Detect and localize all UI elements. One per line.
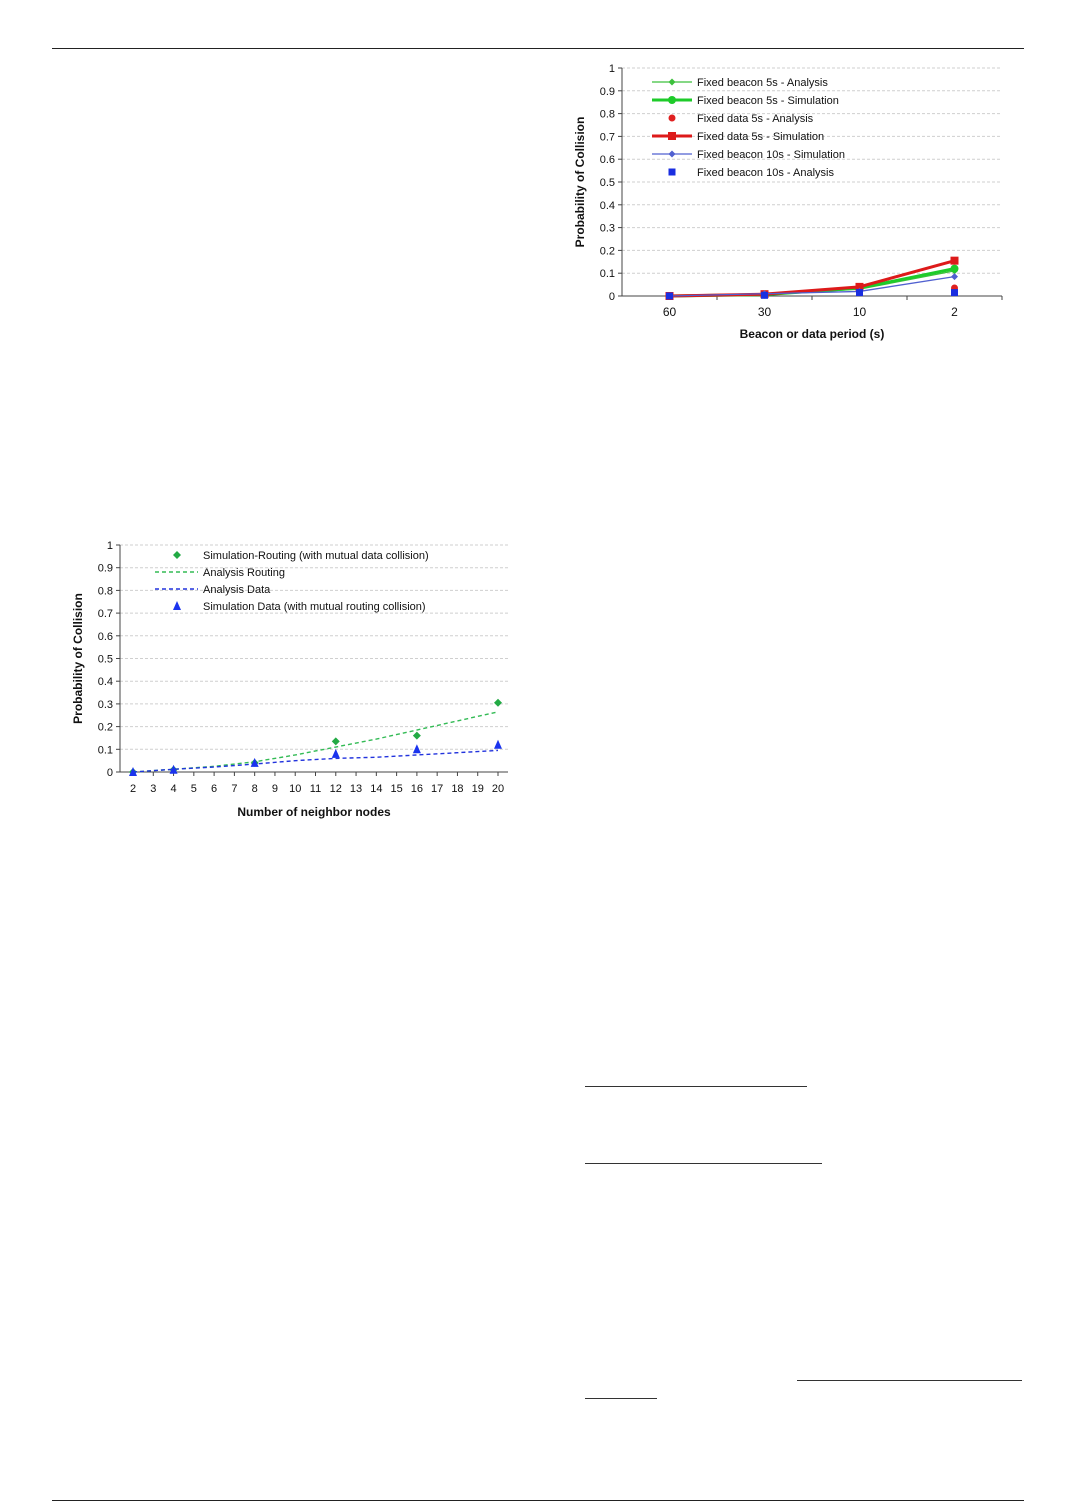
- chart2-xtick-label: 6: [211, 783, 217, 795]
- chart1-xtick-label: 10: [853, 305, 867, 319]
- chart2-xtick-label: 7: [231, 783, 237, 795]
- chart2-xtick-label: 14: [370, 783, 382, 795]
- chart1-xlabel: Beacon or data period (s): [740, 327, 885, 341]
- chart2-xtick-label: 12: [330, 783, 342, 795]
- chart1-ytick-label: 0.1: [600, 268, 615, 280]
- chart2-ytick-label: 1: [107, 540, 113, 552]
- chart1-data-point: [666, 292, 673, 300]
- chart-collision-vs-neighbors: 0 0.1 0.2 0.3 0.4 0.5 0.6 0.7 0.8 0.9 1 Probability…: [60, 535, 520, 835]
- chart1-series-line: [669, 275, 955, 297]
- chart1-legend-label: Fixed beacon 10s - Analysis: [697, 167, 834, 179]
- chart2-legend-label: Analysis Routing: [203, 567, 285, 579]
- chart2-ytick-label: 0.2: [98, 722, 113, 734]
- chart1-ytick-label: 0.6: [600, 154, 615, 166]
- chart1-ytick-label: 1: [609, 63, 615, 75]
- chart2-legend-label: Analysis Data: [203, 584, 271, 596]
- chart2-legend-label: Simulation-Routing (with mutual data col…: [203, 550, 429, 562]
- chart2-legend-swatch-marker: [173, 551, 181, 559]
- chart2-data-point: [331, 737, 340, 746]
- chart2-xtick-label: 9: [272, 783, 278, 795]
- chart1-ytick-label: 0.8: [600, 109, 615, 121]
- chart2-data-point: [494, 698, 502, 707]
- chart1-ytick-label: 0: [609, 291, 615, 303]
- chart1-ytick-label: 0.9: [600, 86, 615, 98]
- chart2-legend-label: Simulation Data (with mutual routing col…: [203, 601, 426, 613]
- chart1-ytick-label: 0.3: [600, 223, 615, 235]
- chart2-series-line: [132, 711, 499, 773]
- chart2-xtick-label: 13: [350, 783, 362, 795]
- chart1-data-point: [761, 291, 768, 299]
- chart1-data-point: [856, 289, 863, 297]
- chart2-data-point: [250, 757, 259, 767]
- chart2-xtick-label: 16: [411, 783, 423, 795]
- chart1-ytick-label: 0.5: [600, 177, 615, 189]
- chart2-data-point: [129, 767, 137, 776]
- chart1-legend-swatch-marker: [668, 168, 676, 176]
- chart1-ytick-label: 0.4: [600, 200, 615, 212]
- chart2-xtick-label: 19: [472, 783, 484, 795]
- chart1-legend-swatch-marker: [668, 96, 676, 104]
- chart1-data-point: [950, 256, 959, 265]
- chart1-legend-label: Fixed data 5s - Analysis: [697, 113, 814, 125]
- chart2-ytick-label: 0.8: [98, 585, 113, 597]
- chart-collision-vs-period: 0 0.1 0.2 0.3 0.4 0.5 0.6 0.7 0.8 0.9 1 Probability…: [560, 60, 1010, 350]
- chart1-legend-label: Fixed data 5s - Simulation: [697, 131, 824, 143]
- footnote-rule-2: [585, 1163, 822, 1164]
- chart2-xtick-label: 3: [150, 783, 156, 795]
- chart2-xtick-label: 10: [289, 783, 301, 795]
- chart1-ytick-label: 0.2: [600, 245, 615, 257]
- chart2-xtick-label: 15: [390, 783, 402, 795]
- chart2-series-line: [132, 749, 499, 773]
- chart2-ylabel: Probability of Collision: [71, 593, 85, 724]
- footer-rule: [52, 1500, 1024, 1501]
- chart1-xtick-label: 2: [951, 305, 958, 319]
- chart1-data-point: [951, 289, 958, 297]
- chart2-xtick-label: 20: [492, 783, 504, 795]
- chart-collision-vs-period-svg: 0 0.1 0.2 0.3 0.4 0.5 0.6 0.7 0.8 0.9 1 Probability…: [573, 63, 1003, 341]
- chart1-data-point: [855, 282, 864, 291]
- chart2-xtick-label: 5: [191, 783, 197, 795]
- chart2-ytick-label: 0.9: [98, 563, 113, 575]
- chart1-legend-swatch-marker: [668, 150, 676, 158]
- chart2-xtick-label: 18: [451, 783, 463, 795]
- chart2-data-point: [412, 744, 421, 754]
- chart1-legend-label: Fixed beacon 5s - Analysis: [697, 77, 828, 89]
- chart1-xtick-label: 60: [663, 305, 677, 319]
- chart2-ytick-label: 0.1: [98, 744, 113, 756]
- chart2-xtick-label: 8: [252, 783, 258, 795]
- chart1-ytick-label: 0.7: [600, 131, 615, 143]
- chart1-legend-swatch-marker: [668, 114, 676, 122]
- chart2-ytick-label: 0.4: [98, 676, 113, 688]
- chart2-data-point: [412, 731, 421, 740]
- chart2-xtick-label: 2: [130, 783, 136, 795]
- chart2-ytick-label: 0.7: [98, 608, 113, 620]
- chart2-data-point: [331, 748, 340, 758]
- footnote-rule-3: [797, 1380, 1022, 1381]
- header-rule: [52, 48, 1024, 49]
- chart2-ytick-label: 0: [107, 767, 113, 779]
- chart2-data-point: [494, 739, 502, 749]
- chart2-xlabel: Number of neighbor nodes: [237, 805, 391, 819]
- chart2-ytick-label: 0.6: [98, 631, 113, 643]
- chart2-ytick-label: 0.3: [98, 699, 113, 711]
- chart1-legend-label: Fixed beacon 5s - Simulation: [697, 95, 839, 107]
- chart1-legend-label: Fixed beacon 10s - Simulation: [697, 149, 845, 161]
- chart2-xtick-label: 11: [310, 783, 321, 795]
- chart1-ylabel: Probability of Collision: [573, 117, 587, 248]
- chart2-xtick-label: 17: [431, 783, 443, 795]
- chart-collision-vs-neighbors-svg: 0 0.1 0.2 0.3 0.4 0.5 0.6 0.7 0.8 0.9 1 Probability…: [71, 540, 508, 819]
- chart1-data-point: [950, 264, 959, 273]
- chart1-legend-swatch-marker: [668, 78, 676, 86]
- footnote-rule-1: [585, 1086, 807, 1087]
- chart1-xtick-label: 30: [758, 305, 772, 319]
- chart2-xtick-label: 4: [170, 783, 176, 795]
- chart1-legend-swatch-marker: [668, 132, 676, 140]
- chart2-legend-swatch-marker: [173, 601, 181, 610]
- chart2-ytick-label: 0.5: [98, 654, 113, 666]
- footnote-rule-4: [585, 1398, 657, 1399]
- chart2-data-point: [169, 764, 178, 774]
- chart1-data-point: [951, 273, 958, 281]
